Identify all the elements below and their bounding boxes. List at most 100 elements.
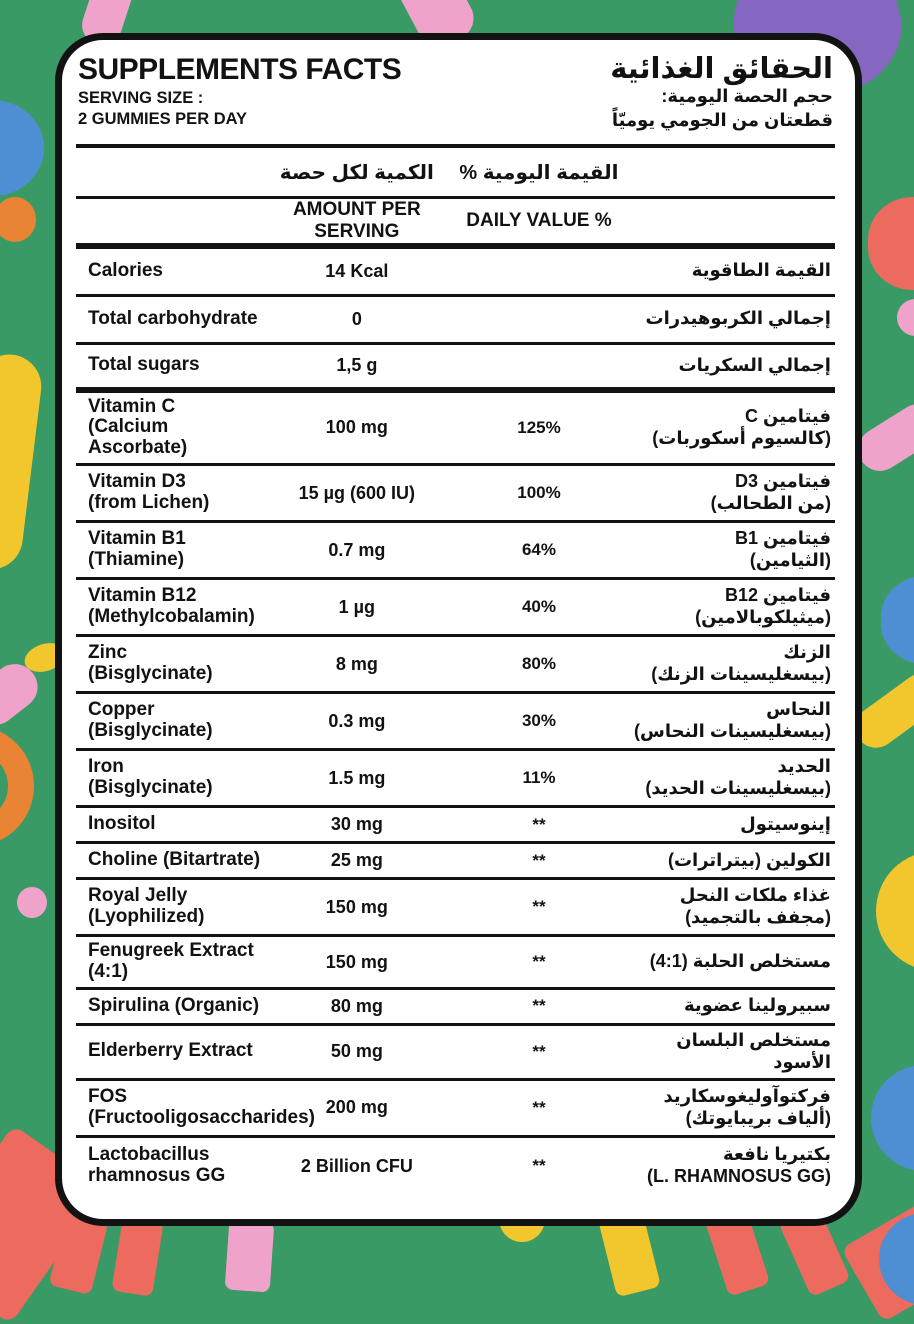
row-name-ar: القيمة الطاقوية: [691, 260, 831, 281]
row-name-ar: النحاس (بيسغليسينات النحاس): [634, 699, 831, 742]
row-amount: 150 mg: [325, 896, 388, 917]
table-row: Copper (Bisglycinate) 0.3 mg 30% النحاس (ب…: [76, 694, 835, 752]
row-amount: 200 mg: [325, 1097, 388, 1118]
row-name-ar: الحديد (بيسغليسينات الحديد): [645, 756, 831, 799]
supplement-facts-card: SUPPLEMENTS FACTS SERVING SIZE : 2 GUMMI…: [55, 33, 862, 1226]
row-amount: 0.3 mg: [328, 710, 386, 731]
table-row: Lactobacillus rhamnosus GG 2 Billion CFU …: [76, 1138, 835, 1195]
row-name-ar: غذاء ملكات النحل (مجفف بالتجميد): [679, 885, 831, 928]
row-name-en: Vitamin C (Calcium Ascorbate): [88, 395, 188, 459]
header-arabic: الحقائق الغذائية حجم الحصة اليومية: قطعت…: [610, 54, 833, 144]
decor-blue-blob-right: [881, 576, 914, 664]
row-name-en: Copper (Bisglycinate): [88, 699, 213, 742]
row-amount: 25 mg: [330, 850, 383, 871]
row-name-ar: مستخلص الحلبة (4:1): [649, 951, 831, 972]
serving-size-label-ar: حجم الحصة اليومية:: [661, 86, 833, 107]
row-name-en: Vitamin D3 (from Lichen): [88, 471, 210, 514]
row-name-ar: فيتامين B12 (ميثيلكوبالامين): [695, 585, 831, 628]
row-daily-value: **: [532, 1097, 546, 1117]
row-amount: 1.5 mg: [328, 767, 386, 788]
row-amount: 150 mg: [325, 951, 388, 972]
row-name-en: Vitamin B12 (Methylcobalamin): [88, 585, 255, 628]
table-row: Calories 14 Kcal القيمة الطاقوية: [76, 249, 835, 297]
row-name-en: Elderberry Extract: [88, 1040, 253, 1062]
row-amount: 30 mg: [330, 814, 383, 835]
row-name-en: FOS (Fructooligosaccharides): [88, 1085, 315, 1128]
row-daily-value: 11%: [522, 768, 556, 788]
row-name-en: Iron (Bisglycinate): [88, 756, 213, 799]
divider: [76, 144, 835, 148]
decor-blue-circle-right: [871, 1065, 914, 1171]
row-amount: 1 µg: [338, 596, 376, 617]
row-name-ar: بكتيريا نافعة (L. RHAMNOSUS GG): [646, 1144, 831, 1187]
row-daily-value: 100%: [517, 483, 561, 503]
row-name-ar: فركتوآوليغوسكاريد (ألياف بريبايوتك): [663, 1085, 831, 1128]
table-row: Vitamin B12 (Methylcobalamin) 1 µg 40% في…: [76, 580, 835, 638]
table-row: Spirulina (Organic) 80 mg ** سبيرولينا ع…: [76, 990, 835, 1026]
row-name-ar: فيتامين D3 (من الطحالب): [710, 471, 831, 514]
col-header-daily-value-en: DAILY VALUE %: [466, 209, 612, 231]
facts-table-body: Calories 14 Kcal القيمة الطاقوية Total c…: [76, 249, 835, 1212]
row-daily-value: **: [532, 1156, 546, 1176]
title-ar: الحقائق الغذائية: [610, 53, 833, 85]
row-amount: 80 mg: [330, 995, 383, 1016]
row-name-en: Royal Jelly (Lyophilized): [88, 885, 205, 928]
decor-salmon-ray-2: [111, 1216, 164, 1297]
serving-size-value: 2 GUMMIES PER DAY: [78, 110, 248, 129]
row-amount: 0.7 mg: [328, 539, 386, 560]
table-row: Vitamin B1 (Thiamine) 0.7 mg 64% فيتامين …: [76, 523, 835, 581]
row-name-ar: الزنك (بيسغليسينات الزنك): [651, 642, 831, 685]
row-daily-value: **: [532, 996, 546, 1016]
table-row: Iron (Bisglycinate) 1.5 mg 11% الحديد (بيس…: [76, 751, 835, 809]
row-name-en: Inositol: [88, 813, 156, 835]
row-amount: 100 mg: [325, 417, 388, 438]
table-row: FOS (Fructooligosaccharides) 200 mg ** فر…: [76, 1081, 835, 1138]
row-daily-value: 80%: [521, 654, 556, 674]
row-daily-value: **: [532, 850, 546, 870]
row-name-ar: إجمالي السكريات: [678, 354, 831, 375]
table-row: Vitamin D3 (from Lichen) 15 µg (600 IU) 1…: [76, 466, 835, 524]
row-daily-value: **: [532, 1041, 546, 1061]
table-row: Total sugars 1,5 g إجمالي السكريات: [76, 345, 835, 393]
row-amount: 15 µg (600 IU): [298, 482, 416, 503]
decor-yellow-circle-right: [876, 851, 914, 971]
table-row: Fenugreek Extract (4:1) 150 mg ** مستخلص…: [76, 937, 835, 990]
row-name-ar: الكولين (بيتراترات): [667, 849, 831, 870]
divider: [76, 242, 835, 249]
row-name-ar: مستخلص البلسان الأسود: [676, 1029, 831, 1072]
title-en: SUPPLEMENTS FACTS: [78, 53, 402, 86]
row-name-en: Total sugars: [88, 354, 200, 376]
label-header: SUPPLEMENTS FACTS SERVING SIZE : 2 GUMMI…: [76, 52, 835, 144]
row-name-en: Total carbohydrate: [88, 307, 258, 329]
row-daily-value: 64%: [521, 540, 556, 560]
row-amount: 1,5 g: [336, 355, 378, 375]
table-row: Choline (Bitartrate) 25 mg ** الكولين (ب…: [76, 844, 835, 881]
row-name-ar: فيتامين B1 (الثيامين): [735, 528, 831, 571]
row-name-en: Spirulina (Organic): [88, 995, 260, 1016]
table-row: Vitamin C (Calcium Ascorbate) 100 mg 125%…: [76, 393, 835, 467]
row-name-en: Lactobacillus rhamnosus GG: [88, 1144, 226, 1187]
header-english: SUPPLEMENTS FACTS SERVING SIZE : 2 GUMMI…: [78, 53, 402, 144]
row-name-en: Choline (Bitartrate): [88, 849, 261, 871]
decor-yellow-stripe-left: [0, 350, 45, 574]
divider: [76, 196, 835, 199]
row-amount: 14 Kcal: [325, 260, 389, 281]
row-name-en: Zinc (Bisglycinate): [88, 642, 213, 685]
row-daily-value: **: [532, 897, 546, 917]
row-name-ar: إينوسيتول: [740, 813, 831, 834]
col-header-amount-ar: الكمية لكل حصة: [279, 161, 434, 184]
row-amount: 2 Billion CFU: [300, 1155, 413, 1176]
row-daily-value: **: [532, 952, 546, 972]
row-daily-value: 40%: [521, 597, 556, 617]
row-daily-value: **: [532, 814, 546, 834]
row-amount: 8 mg: [335, 653, 378, 674]
table-row: Zinc (Bisglycinate) 8 mg 80% الزنك (بيسغلي…: [76, 637, 835, 695]
row-name-en: Vitamin B1 (Thiamine): [88, 528, 186, 571]
table-row: Royal Jelly (Lyophilized) 150 mg ** غذاء …: [76, 880, 835, 938]
decor-pink-ray: [224, 1219, 275, 1293]
column-headers-arabic: الكمية لكل حصة القيمة اليومية %: [76, 148, 835, 196]
row-amount: 50 mg: [330, 1041, 383, 1062]
serving-size-value-ar: قطعتان من الجومي يوميّاً: [611, 110, 833, 131]
row-daily-value: 30%: [521, 711, 556, 731]
